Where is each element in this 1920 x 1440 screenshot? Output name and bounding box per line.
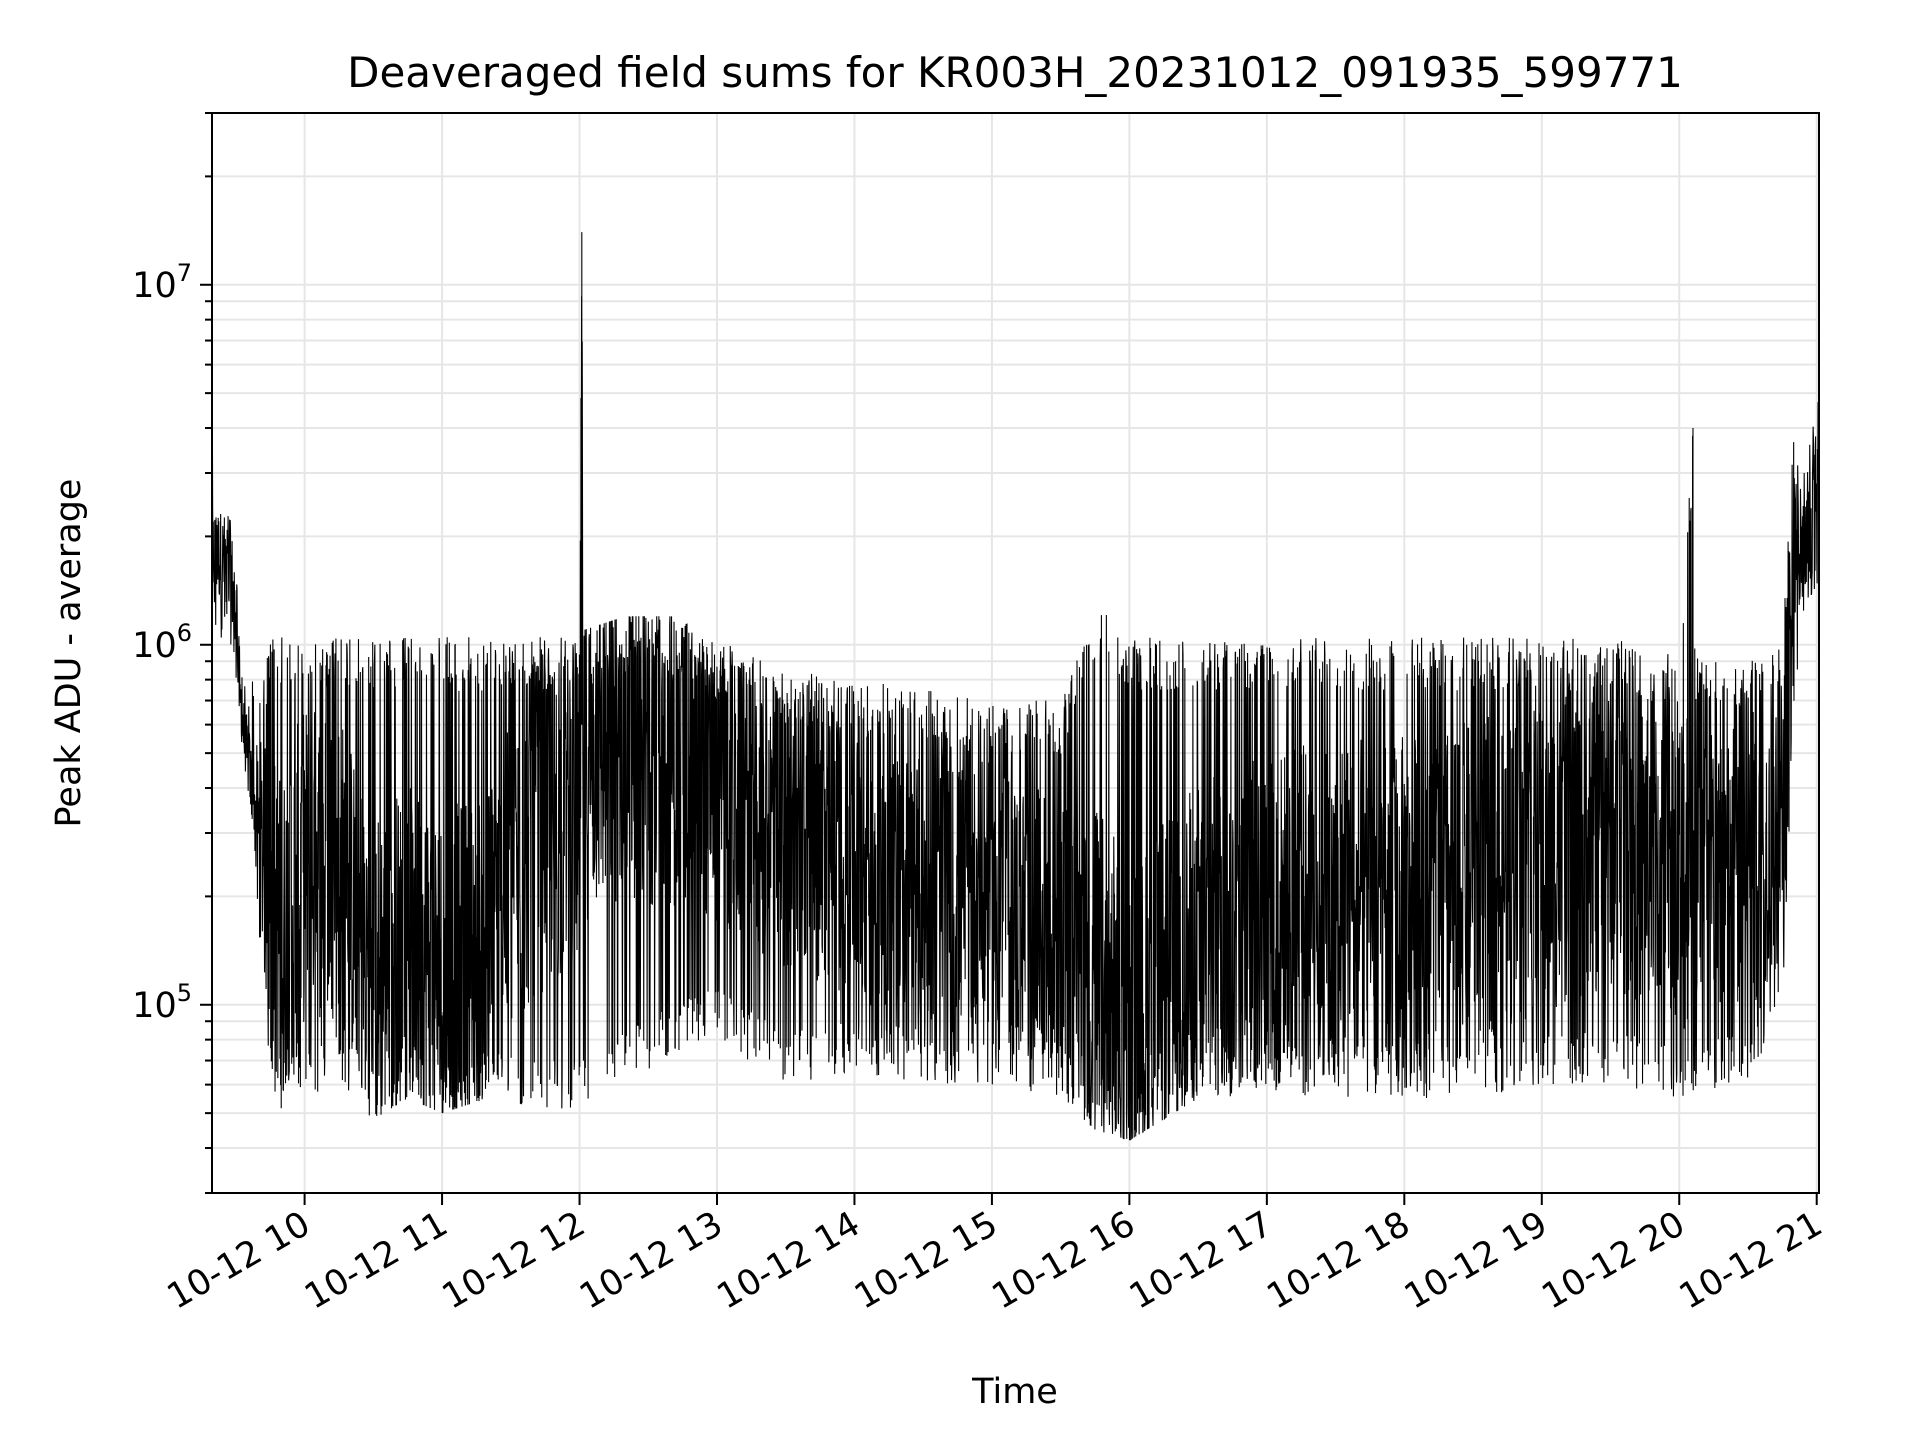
x-axis-label: Time [971, 1372, 1058, 1412]
y-tick-label: 105 [132, 979, 192, 1026]
plot-area [212, 232, 1819, 1141]
chart-title: Deaveraged field sums for KR003H_2023101… [347, 48, 1683, 97]
series-line [212, 232, 1819, 1141]
y-axis-label: Peak ADU - average [49, 479, 89, 828]
plot-frame [211, 112, 1820, 1194]
y-axis: 105 106 107 [132, 112, 212, 1194]
y-tick-label: 107 [132, 259, 192, 306]
y-tick-label: 106 [132, 619, 192, 666]
